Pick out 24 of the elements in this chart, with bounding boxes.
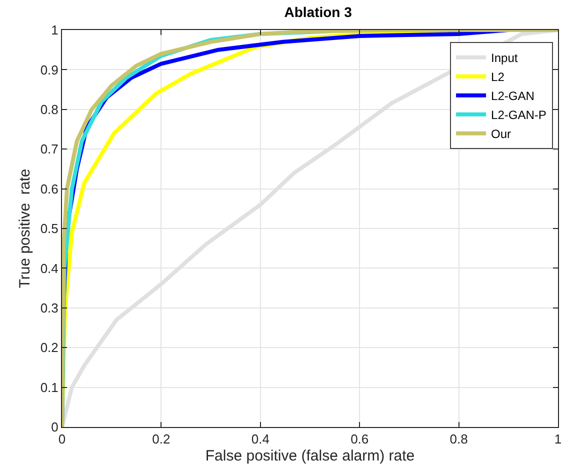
y-tick-label: 0: [51, 420, 58, 435]
legend-label: L2-GAN: [491, 89, 534, 104]
x-tick-label: 0.4: [251, 432, 270, 447]
y-tick-label: 0.5: [40, 221, 58, 236]
y-tick-label: 0.7: [40, 142, 58, 157]
y-tick-label: 1: [51, 22, 58, 38]
x-tick-label: 0.2: [152, 432, 170, 447]
x-tick-label: 0.8: [450, 432, 468, 447]
legend-label: Input: [491, 51, 518, 66]
legend-label: L2: [491, 70, 505, 84]
legend-label: L2-GAN-P: [491, 108, 546, 122]
y-tick-label: 0.3: [40, 300, 58, 316]
y-tick-label: 0.1: [40, 380, 58, 395]
y-tick-label: 0.4: [40, 260, 58, 276]
y-tick-label: 0.6: [40, 181, 58, 196]
x-tick-label: 1: [554, 432, 562, 447]
y-tick-label: 0.9: [40, 62, 58, 78]
legend-label: Our: [491, 127, 512, 142]
x-axis-title: False positive (false alarm) rate: [205, 448, 415, 465]
x-tick-label: 0.6: [350, 432, 369, 447]
y-axis-title: True positive rate: [16, 168, 34, 288]
chart-title: Ablation 3: [284, 4, 352, 20]
y-tick-label: 0.8: [40, 102, 58, 117]
y-tick-label: 0.2: [40, 340, 58, 356]
